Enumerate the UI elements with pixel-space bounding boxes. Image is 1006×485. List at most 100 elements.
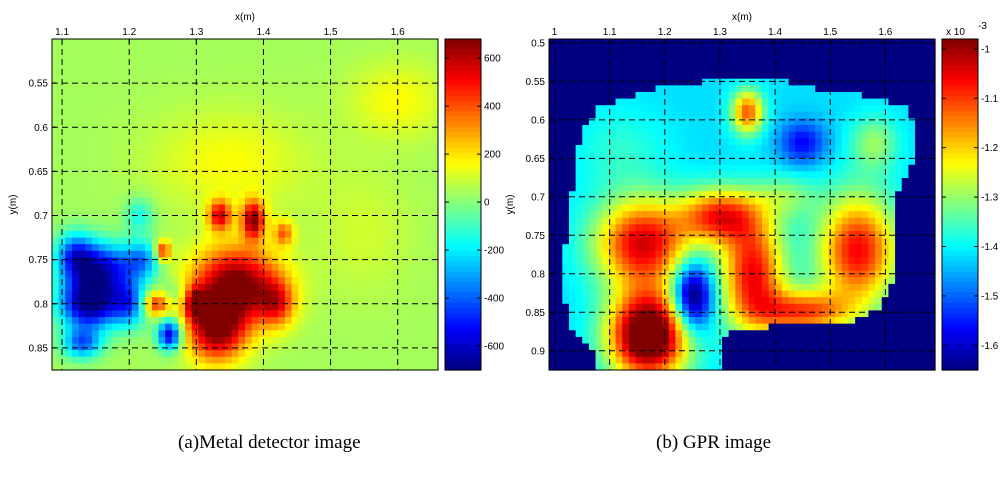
heatmap-cell	[668, 184, 677, 192]
heatmap-cell	[755, 91, 763, 100]
heatmap-cell	[748, 151, 756, 159]
heatmap-cell	[145, 85, 153, 93]
heatmap-cell	[384, 138, 393, 146]
heatmap-cell	[622, 72, 630, 80]
heatmap-cell	[608, 72, 617, 80]
heatmap-cell	[158, 317, 166, 325]
heatmap-cell	[378, 85, 386, 93]
heatmap-cell	[178, 224, 186, 232]
heatmap-cell	[71, 91, 80, 100]
heatmap-cell	[245, 39, 253, 47]
heatmap-cell	[582, 111, 590, 120]
y-tick-label: 0.75	[29, 255, 49, 266]
heatmap-cell	[91, 244, 100, 252]
heatmap-cell	[655, 138, 663, 146]
heatmap-cell	[688, 184, 697, 192]
heatmap-cell	[145, 65, 153, 73]
heatmap-cell	[424, 45, 432, 53]
heatmap-cell	[338, 39, 346, 47]
heatmap-cell	[761, 58, 770, 67]
heatmap-cell	[688, 144, 697, 153]
heatmap-cell	[245, 336, 253, 345]
heatmap-cell	[271, 310, 279, 318]
heatmap-cell	[91, 191, 100, 199]
heatmap-cell	[238, 257, 246, 265]
heatmap-cell	[391, 317, 399, 325]
heatmap-cell	[728, 72, 736, 80]
heatmap-cell	[98, 138, 106, 146]
heatmap-cell	[821, 184, 830, 192]
heatmap-cell	[602, 158, 610, 166]
heatmap-cell	[85, 297, 93, 305]
heatmap-cell	[562, 237, 570, 245]
heatmap-cell	[431, 178, 439, 186]
heatmap-cell	[258, 178, 266, 186]
heatmap-cell	[431, 52, 439, 60]
heatmap-cell	[351, 217, 359, 225]
heatmap-cell	[371, 65, 379, 73]
heatmap-cell	[708, 52, 716, 60]
heatmap-cell	[91, 125, 100, 133]
heatmap-cell	[158, 144, 166, 153]
heatmap-cell	[351, 230, 359, 239]
heatmap-cell	[165, 191, 173, 199]
heatmap-cell	[821, 250, 830, 259]
heatmap-cell	[145, 323, 153, 331]
heatmap-cell	[582, 184, 590, 192]
heatmap-cell	[781, 191, 790, 199]
heatmap-cell	[895, 118, 903, 126]
heatmap-cell	[411, 158, 419, 166]
heatmap-cell	[888, 105, 896, 113]
heatmap-cell	[151, 230, 160, 239]
heatmap-cell	[915, 178, 923, 186]
heatmap-cell	[338, 297, 346, 305]
heatmap-cell	[881, 72, 890, 80]
heatmap-cell	[841, 39, 850, 47]
heatmap-cell	[231, 250, 239, 259]
heatmap-cell	[231, 171, 239, 179]
heatmap-cell	[795, 204, 803, 212]
colorbar-swatch	[445, 132, 481, 138]
heatmap-cell	[105, 78, 113, 86]
heatmap-cell	[125, 105, 133, 113]
heatmap-cell	[761, 197, 770, 206]
heatmap-cell	[575, 58, 583, 67]
heatmap-cell	[271, 350, 279, 358]
heatmap-cell	[198, 237, 206, 245]
heatmap-cell	[338, 290, 346, 298]
heatmap-cell	[85, 178, 93, 186]
heatmap-cell	[264, 283, 273, 292]
heatmap-cell	[245, 105, 253, 113]
heatmap-cell	[742, 39, 750, 47]
heatmap-cell	[331, 310, 339, 318]
heatmap-cell	[391, 250, 399, 259]
heatmap-cell	[855, 65, 863, 73]
heatmap-cell	[278, 343, 286, 351]
heatmap-cell	[185, 264, 193, 272]
heatmap-cell	[728, 230, 736, 239]
heatmap-cell	[311, 336, 319, 345]
heatmap-cell	[111, 158, 120, 166]
heatmap-cell	[755, 191, 763, 199]
heatmap-cell	[304, 270, 313, 278]
heatmap-cell	[662, 171, 670, 179]
heatmap-cell	[178, 270, 186, 278]
heatmap-cell	[398, 197, 406, 206]
heatmap-cell	[775, 52, 783, 60]
heatmap-cell	[848, 164, 856, 172]
heatmap-cell	[344, 211, 353, 219]
heatmap-cell	[728, 144, 736, 153]
heatmap-cell	[78, 363, 86, 371]
heatmap-cell	[928, 131, 936, 139]
heatmap-cell	[582, 138, 590, 146]
heatmap-cell	[271, 250, 279, 259]
heatmap-cell	[888, 197, 896, 206]
heatmap-cell	[278, 230, 286, 239]
heatmap-cell	[271, 65, 279, 73]
heatmap-cell	[411, 78, 419, 86]
heatmap-cell	[768, 171, 776, 179]
heatmap-cell	[198, 91, 206, 100]
heatmap-cell	[418, 350, 426, 358]
heatmap-cell	[151, 151, 160, 159]
heatmap-cell	[788, 58, 796, 67]
